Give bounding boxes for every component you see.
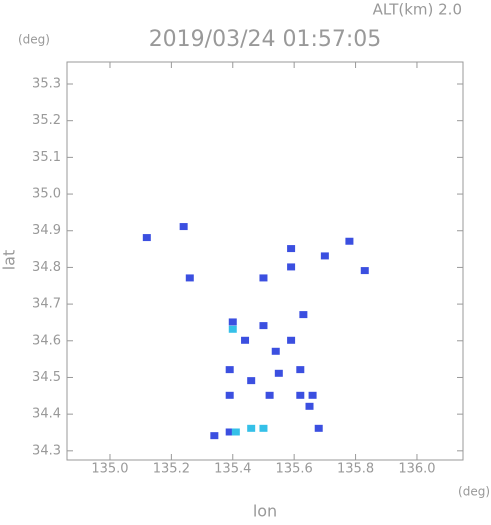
echo-cell: [314, 424, 323, 432]
echo-cell: [142, 234, 151, 242]
y-tick-label: 35.1: [32, 150, 61, 165]
x-tick-label: 135.2: [153, 462, 190, 477]
echo-cell: [179, 223, 188, 231]
x-unit: (deg): [458, 485, 490, 499]
echo-cell: [320, 252, 329, 260]
echo-cell: [247, 424, 256, 432]
x-tick-label: 136.0: [398, 462, 435, 477]
x-tick-label: 135.6: [276, 462, 313, 477]
echo-cell: [185, 274, 194, 282]
y-unit: (deg): [18, 33, 50, 47]
echo-cell: [271, 347, 280, 355]
y-tick-label: 34.8: [32, 260, 61, 275]
echo-cell: [299, 311, 308, 319]
echo-cell: [287, 245, 296, 253]
plot-frame: [66, 61, 464, 461]
y-tick-label: 34.4: [32, 407, 61, 422]
echo-cell: [225, 428, 234, 436]
y-tick-label: 34.5: [32, 370, 61, 385]
echo-cell: [305, 402, 314, 410]
y-tick-label: 34.6: [32, 333, 61, 348]
echo-cell: [274, 369, 283, 377]
echo-cell: [259, 274, 268, 282]
x-tick-label: 135.8: [337, 462, 374, 477]
echo-cell: [360, 267, 369, 275]
echo-cell: [296, 391, 305, 399]
echo-cell: [231, 428, 240, 436]
echo-cell: [259, 322, 268, 330]
y-axis-label: lat: [0, 250, 19, 271]
y-tick-label: 35.2: [32, 113, 61, 128]
altitude-label: ALT(km) 2.0: [373, 1, 462, 19]
x-tick-label: 135.4: [214, 462, 251, 477]
echo-cell: [265, 391, 274, 399]
echo-cell: [225, 391, 234, 399]
y-tick-label: 34.9: [32, 223, 61, 238]
chart-title: 2019/03/24 01:57:05: [149, 27, 382, 52]
echo-cell: [228, 318, 237, 326]
echo-cell: [287, 336, 296, 344]
x-axis-label: lon: [253, 502, 277, 521]
echo-cell: [241, 336, 250, 344]
echo-cell: [308, 391, 317, 399]
x-tick-label: 135.0: [91, 462, 128, 477]
echo-cell: [247, 377, 256, 385]
y-tick-label: 35.3: [32, 77, 61, 92]
echo-cell: [210, 432, 219, 440]
echo-cell: [345, 237, 354, 245]
echo-cell: [296, 366, 305, 374]
y-tick-label: 35.0: [32, 187, 61, 202]
echo-cell: [225, 366, 234, 374]
echo-cell: [228, 325, 237, 333]
echo-cell: [259, 424, 268, 432]
y-tick-label: 34.7: [32, 297, 61, 312]
echo-cell: [287, 263, 296, 271]
y-tick-label: 34.3: [32, 443, 61, 458]
